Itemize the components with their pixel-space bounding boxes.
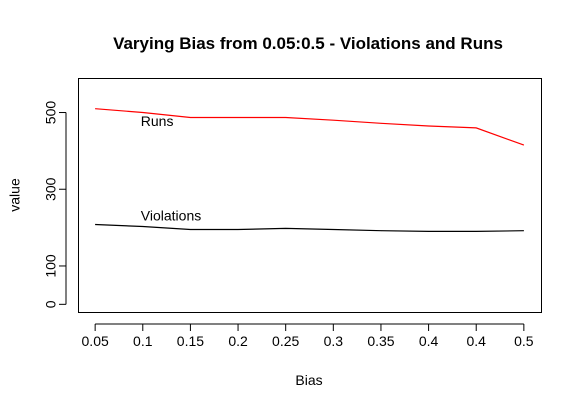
x-tick-label: 0.25	[272, 333, 299, 349]
x-tick-label: 0.3	[324, 333, 344, 349]
y-tick-label: 500	[43, 101, 59, 125]
x-tick-label: 0.1	[133, 333, 153, 349]
annotation-layer: Runs Violations	[141, 113, 201, 224]
x-tick-label: 0.4	[419, 333, 439, 349]
series-line-violations	[95, 225, 524, 232]
x-axis-label: Bias	[295, 372, 322, 388]
y-tick-label: 100	[43, 254, 59, 278]
x-axis: 0.05 0.1 0.15 0.2 0.25 0.3 0.35 0.4 0.4 0.5	[82, 324, 534, 349]
x-tick-label: 0.35	[367, 333, 394, 349]
y-axis: 0 100 300 500	[43, 101, 66, 309]
series-label-violations: Violations	[141, 208, 201, 224]
x-tick-label: 0.2	[228, 333, 248, 349]
chart-title: Varying Bias from 0.05:0.5 - Violations …	[113, 34, 503, 53]
x-tick-label: 0.5	[514, 333, 534, 349]
y-tick-label: 0	[43, 300, 59, 308]
y-axis-label: value	[7, 178, 23, 212]
x-tick-label: 0.05	[82, 333, 109, 349]
series-label-runs: Runs	[141, 113, 174, 129]
x-tick-label: 0.4	[466, 333, 486, 349]
y-tick-label: 300	[43, 177, 59, 201]
x-tick-label: 0.15	[177, 333, 204, 349]
